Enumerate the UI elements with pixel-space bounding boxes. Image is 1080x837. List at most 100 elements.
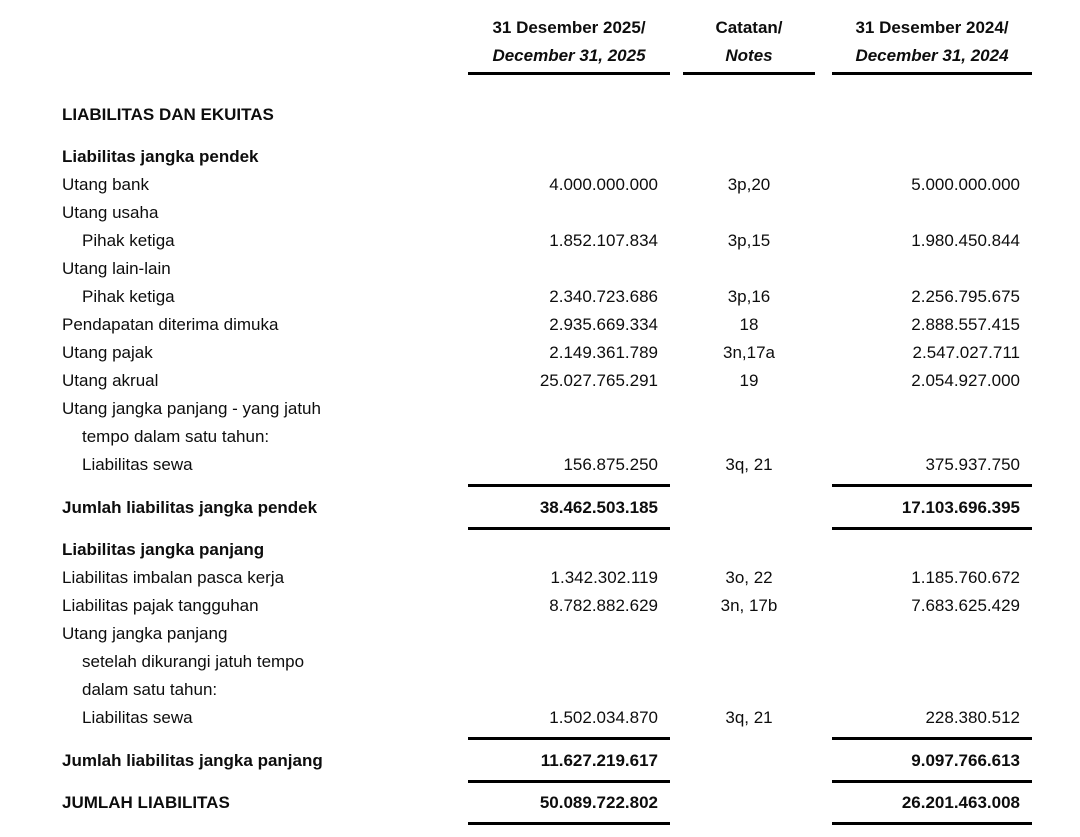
- value-2024: 2.888.557.415: [911, 315, 1020, 334]
- table-row: Liabilitas sewa 1.502.034.870 3q, 21 228…: [0, 704, 1080, 740]
- note-ref: 3p,15: [727, 231, 771, 250]
- value-2025: 2.149.361.789: [549, 343, 658, 362]
- column-gap: [670, 101, 683, 129]
- value-2024: 2.054.927.000: [911, 371, 1020, 390]
- column-gap: [670, 311, 683, 339]
- row-label: Utang bank: [62, 175, 149, 194]
- note-ref: 19: [739, 371, 759, 390]
- row-label: setelah dikurangi jatuh tempo: [82, 652, 305, 671]
- note-ref: [683, 494, 815, 530]
- value-2025: 8.782.882.629: [549, 596, 658, 615]
- row-label: Liabilitas jangka pendek: [62, 147, 259, 166]
- column-gap: [670, 339, 683, 367]
- column-gap: [670, 423, 683, 451]
- column-gap: [815, 339, 832, 367]
- column-gap: [815, 789, 832, 825]
- value-2024: [832, 143, 1032, 171]
- column-gap: [815, 283, 832, 311]
- column-gap: [815, 255, 832, 283]
- column-gap: [670, 648, 683, 676]
- value-2025: 1.342.302.119: [550, 568, 658, 587]
- note-ref: [683, 747, 815, 783]
- value-2024: [832, 101, 1032, 129]
- value-2025: [468, 648, 670, 676]
- value-2025: [468, 676, 670, 704]
- row-label: Liabilitas sewa: [82, 708, 193, 727]
- note-ref: [683, 648, 815, 676]
- value-2025: 2.935.669.334: [549, 315, 658, 334]
- value-2025: 1.852.107.834: [549, 231, 658, 250]
- column-gap: [815, 536, 832, 564]
- column-gap: [815, 101, 832, 129]
- column-header-2024-id: 31 Desember 2024/: [855, 18, 1009, 37]
- value-2024: 2.256.795.675: [911, 287, 1020, 306]
- value-2024: [832, 536, 1032, 564]
- row-label: Liabilitas imbalan pasca kerja: [62, 568, 285, 587]
- value-2024: [832, 648, 1032, 676]
- value-2025: [468, 199, 670, 227]
- value-2025: 50.089.722.802: [468, 789, 670, 825]
- column-gap: [670, 143, 683, 171]
- column-gap: [670, 171, 683, 199]
- column-gap: [670, 395, 683, 423]
- row-label: Utang pajak: [62, 343, 153, 362]
- note-ref: [683, 536, 815, 564]
- column-header-notes-id: Catatan/: [715, 18, 783, 37]
- column-gap: [815, 143, 832, 171]
- row-label: Jumlah liabilitas jangka pendek: [62, 498, 318, 517]
- row-label: tempo dalam satu tahun:: [82, 427, 270, 446]
- column-gap: [670, 704, 683, 740]
- column-gap: [670, 676, 683, 704]
- column-gap: [670, 620, 683, 648]
- column-gap: [815, 704, 832, 740]
- value-2024: [832, 395, 1032, 423]
- table-row: Utang usaha: [0, 199, 1080, 227]
- value-2024: 9.097.766.613: [832, 747, 1032, 783]
- row-label: Jumlah liabilitas jangka panjang: [62, 751, 323, 770]
- table-row: Utang akrual 25.027.765.291 19 2.054.927…: [0, 367, 1080, 395]
- row-label: Liabilitas jangka panjang: [62, 540, 265, 559]
- column-gap: [815, 648, 832, 676]
- row-label: Utang lain-lain: [62, 259, 171, 278]
- column-gap: [815, 747, 832, 783]
- column-header-notes: Catatan/ Notes: [683, 14, 815, 75]
- header-spacer: [62, 14, 468, 75]
- note-ref: 3p,20: [727, 175, 771, 194]
- table-row: Utang jangka panjang - yang jatuh: [0, 395, 1080, 423]
- table-row: Liabilitas jangka pendek: [0, 143, 1080, 171]
- column-gap: [670, 255, 683, 283]
- value-2024: [832, 199, 1032, 227]
- note-ref: 3n,17a: [723, 343, 775, 362]
- value-2024: [832, 423, 1032, 451]
- value-2025: 4.000.000.000: [549, 175, 658, 194]
- column-gap: [670, 367, 683, 395]
- value-2025: 11.627.219.617: [468, 747, 670, 783]
- note-ref: [683, 676, 815, 704]
- column-gap: [670, 451, 683, 487]
- column-gap: [815, 451, 832, 487]
- value-2025: 1.502.034.870: [468, 704, 670, 740]
- column-gap: [670, 564, 683, 592]
- note-ref: [683, 143, 815, 171]
- column-gap: [670, 747, 683, 783]
- column-gap: [815, 494, 832, 530]
- table-row: tempo dalam satu tahun:: [0, 423, 1080, 451]
- value-2025: [468, 255, 670, 283]
- note-ref: [683, 101, 815, 129]
- table-row: Liabilitas jangka panjang: [0, 536, 1080, 564]
- value-2025: 156.875.250: [468, 451, 670, 487]
- table-row: Utang bank 4.000.000.000 3p,20 5.000.000…: [0, 171, 1080, 199]
- table-row: Liabilitas imbalan pasca kerja 1.342.302…: [0, 564, 1080, 592]
- table-row: Pihak ketiga 1.852.107.834 3p,15 1.980.4…: [0, 227, 1080, 255]
- column-gap: [670, 592, 683, 620]
- row-label: Pihak ketiga: [82, 231, 175, 250]
- value-2024: 1.980.450.844: [911, 231, 1020, 250]
- column-gap: [670, 199, 683, 227]
- column-gap: [815, 199, 832, 227]
- header-gap: [670, 14, 683, 75]
- column-header-2025: 31 Desember 2025/ December 31, 2025: [468, 14, 670, 75]
- value-2025: [468, 395, 670, 423]
- value-2025: [468, 536, 670, 564]
- value-2025: 38.462.503.185: [468, 494, 670, 530]
- table-row: LIABILITAS DAN EKUITAS: [0, 101, 1080, 129]
